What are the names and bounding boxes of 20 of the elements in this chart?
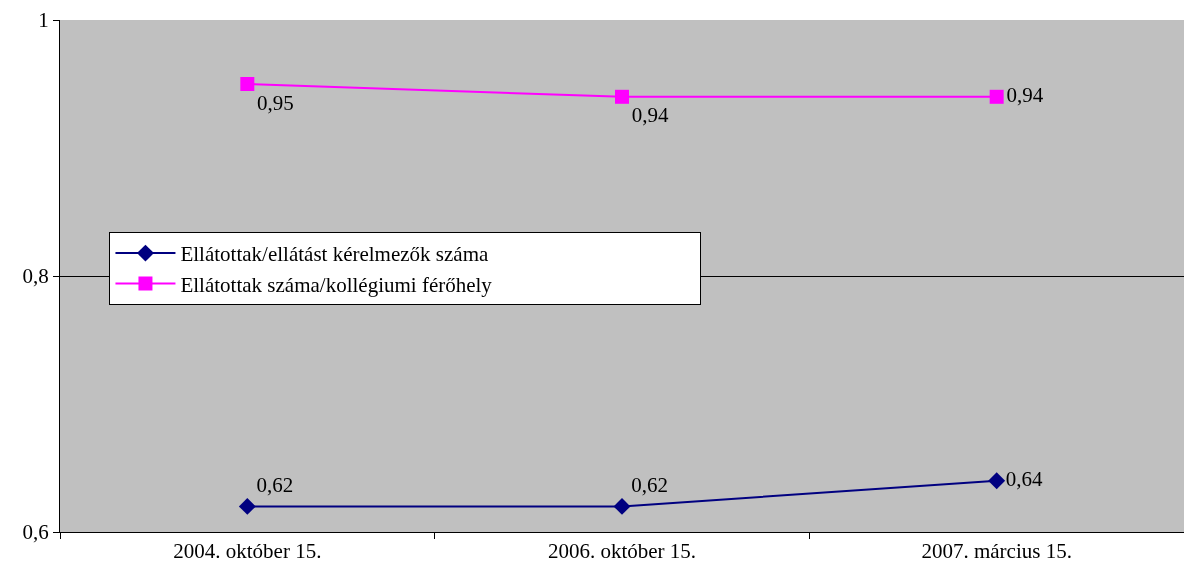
data-label: 0,64	[1005, 467, 1044, 492]
legend-label: Ellátottak/ellátást kérelmezők száma	[180, 242, 489, 267]
legend-label: Ellátottak száma/kollégiumi férőhely	[180, 272, 493, 297]
x-tick-label: 2006. október 15.	[547, 539, 697, 564]
point	[989, 89, 1004, 104]
point	[988, 472, 1006, 490]
x-tick-label: 2004. október 15.	[173, 539, 322, 564]
point	[615, 89, 629, 104]
data-label: 0,62	[631, 473, 668, 498]
y-tick-label: 1	[38, 8, 49, 33]
data-label: 0,94	[631, 103, 669, 128]
point	[613, 497, 631, 515]
point	[238, 497, 256, 515]
data-label: 0,94	[1006, 83, 1044, 108]
x-tick-label: 2007. március 15.	[921, 539, 1072, 564]
point	[240, 77, 255, 91]
y-tick-label: 0,6	[22, 520, 49, 545]
data-label: 0,62	[256, 473, 294, 498]
y-tick-label: 0,8	[22, 264, 49, 289]
data-label: 0,95	[257, 90, 294, 115]
